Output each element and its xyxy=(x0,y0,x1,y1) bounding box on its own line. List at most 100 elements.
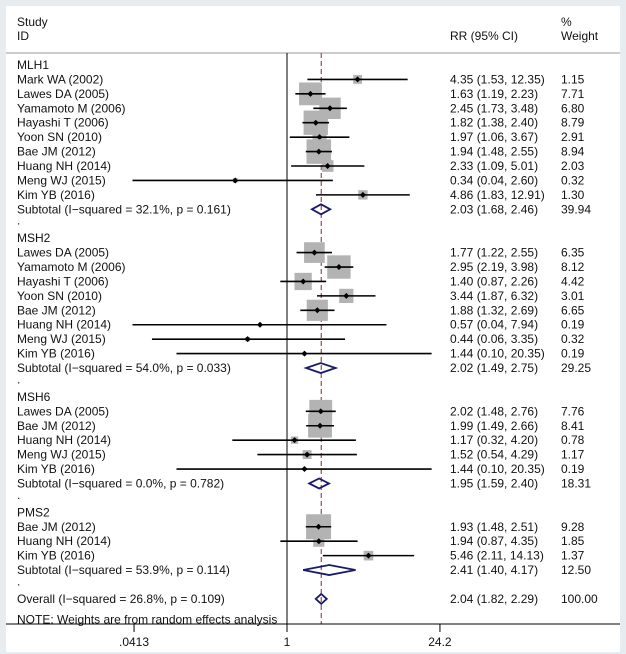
group-label: MLH1 xyxy=(17,58,49,72)
study-label: Meng WJ (2015) xyxy=(17,332,106,346)
weight-value: 6.35 xyxy=(561,246,585,260)
study-label: Huang NH (2014) xyxy=(17,318,111,332)
study-label: Yoon SN (2010) xyxy=(17,130,102,144)
rr-ci-value: 1.44 (0.10, 20.35) xyxy=(450,347,545,361)
study-label: Yoon SN (2010) xyxy=(17,289,102,303)
weight-value: 9.28 xyxy=(561,520,585,534)
point-estimate xyxy=(343,292,350,299)
rr-ci-value: 1.44 (0.10, 20.35) xyxy=(450,462,545,476)
study-label: Huang NH (2014) xyxy=(17,433,111,447)
point-estimate xyxy=(314,307,321,314)
weight-value: 1.15 xyxy=(561,72,585,86)
rr-ci-value: 0.57 (0.04, 7.94) xyxy=(450,318,538,332)
rr-ci-value: 4.86 (1.83, 12.91) xyxy=(450,188,545,202)
study-label: Lawes DA (2005) xyxy=(17,87,109,101)
rr-ci-value: 0.44 (0.06, 3.35) xyxy=(450,332,538,346)
weight-value: 0.19 xyxy=(561,462,585,476)
group-label: MSH2 xyxy=(17,231,51,245)
point-estimate xyxy=(315,538,322,545)
weight-value: 0.19 xyxy=(561,347,585,361)
subtotal-weight: 12.50 xyxy=(561,563,591,577)
study-label: Bae JM (2012) xyxy=(17,303,96,317)
rr-ci-value: 1.40 (0.87, 2.26) xyxy=(450,274,538,288)
point-estimate xyxy=(304,451,311,458)
study-label: Huang NH (2014) xyxy=(17,159,111,173)
rr-ci-value: 2.45 (1.73, 3.48) xyxy=(450,101,538,115)
separator-dot: . xyxy=(17,372,20,386)
point-estimate xyxy=(311,249,318,256)
weight-value: 8.41 xyxy=(561,419,585,433)
footnote: NOTE: Weights are from random effects an… xyxy=(17,612,277,626)
subtotal-weight: 29.25 xyxy=(561,361,591,375)
point-estimate xyxy=(300,278,307,285)
weight-value: 8.94 xyxy=(561,145,585,159)
point-estimate xyxy=(359,191,366,198)
study-label: Lawes DA (2005) xyxy=(17,246,109,260)
rr-ci-value: 2.33 (1.09, 5.01) xyxy=(450,159,538,173)
study-label: Bae JM (2012) xyxy=(17,419,96,433)
rr-ci-value: 3.44 (1.87, 6.32) xyxy=(450,289,538,303)
x-axis-tick-label: 24.2 xyxy=(428,635,452,649)
rr-ci-value: 1.99 (1.49, 2.66) xyxy=(450,419,538,433)
subtotal-diamond xyxy=(302,564,356,576)
rr-ci-value: 1.94 (1.48, 2.55) xyxy=(450,145,538,159)
subtotal-rr-ci: 2.41 (1.40, 4.17) xyxy=(450,563,538,577)
overall-rr-ci: 2.04 (1.82, 2.29) xyxy=(450,592,538,606)
weight-value: 7.76 xyxy=(561,404,585,418)
study-label: Kim YB (2016) xyxy=(17,462,95,476)
study-label: Huang NH (2014) xyxy=(17,534,111,548)
study-label: Bae JM (2012) xyxy=(17,520,96,534)
subtotal-label: Subtotal (I−squared = 53.9%, p = 0.114) xyxy=(17,563,230,577)
point-estimate xyxy=(307,90,314,97)
rr-ci-value: 1.63 (1.19, 2.23) xyxy=(450,87,538,101)
rr-ci-value: 5.46 (2.11, 14.13) xyxy=(450,549,544,563)
subtotal-weight: 39.94 xyxy=(561,202,591,216)
header-pct: % xyxy=(561,15,572,29)
study-label: Hayashi T (2006) xyxy=(17,274,109,288)
header-rr: RR (95% CI) xyxy=(450,29,518,43)
point-estimate xyxy=(315,523,322,530)
point-estimate xyxy=(301,350,308,357)
point-estimate xyxy=(327,105,334,112)
subtotal-diamond xyxy=(307,477,332,490)
weight-value: 7.71 xyxy=(561,87,585,101)
point-estimate xyxy=(291,437,298,444)
rr-ci-value: 1.82 (1.38, 2.40) xyxy=(450,116,538,130)
point-estimate xyxy=(244,336,251,343)
weight-value: 4.42 xyxy=(561,274,585,288)
subtotal-weight: 18.31 xyxy=(561,476,591,490)
group-label: MSH6 xyxy=(17,390,51,404)
weight-value: 1.37 xyxy=(561,549,585,563)
subtotal-label: Subtotal (I−squared = 0.0%, p = 0.782) xyxy=(17,476,224,490)
study-label: Mark WA (2002) xyxy=(17,72,103,86)
separator-dot: . xyxy=(17,214,20,228)
rr-ci-value: 1.88 (1.32, 2.69) xyxy=(450,303,538,317)
point-estimate xyxy=(324,163,331,170)
weight-value: 0.32 xyxy=(561,173,585,187)
overall-weight: 100.00 xyxy=(561,592,598,606)
study-label: Bae JM (2012) xyxy=(17,145,96,159)
weight-value: 0.19 xyxy=(561,318,585,332)
subtotal-label: Subtotal (I−squared = 32.1%, p = 0.161) xyxy=(17,202,231,216)
point-estimate xyxy=(316,134,323,141)
subtotal-label: Subtotal (I−squared = 54.0%, p = 0.033) xyxy=(17,361,231,375)
study-label: Kim YB (2016) xyxy=(17,188,95,202)
subtotal-diamond xyxy=(310,203,333,216)
study-label: Kim YB (2016) xyxy=(17,549,95,563)
weight-value: 0.78 xyxy=(561,433,585,447)
weight-value: 8.79 xyxy=(561,116,585,130)
point-estimate xyxy=(232,177,239,184)
point-estimate xyxy=(315,148,322,155)
study-label: Hayashi T (2006) xyxy=(17,116,109,130)
weight-value: 0.32 xyxy=(561,332,585,346)
header-weight: Weight xyxy=(561,29,599,43)
overall-diamond xyxy=(314,592,329,606)
point-estimate xyxy=(317,422,324,429)
subtotal-rr-ci: 2.03 (1.68, 2.46) xyxy=(450,202,538,216)
study-label: Meng WJ (2015) xyxy=(17,448,106,462)
header-id: ID xyxy=(17,29,29,43)
group-label: PMS2 xyxy=(17,505,50,519)
subtotal-diamond xyxy=(303,362,339,374)
weight-value: 3.01 xyxy=(561,289,585,303)
